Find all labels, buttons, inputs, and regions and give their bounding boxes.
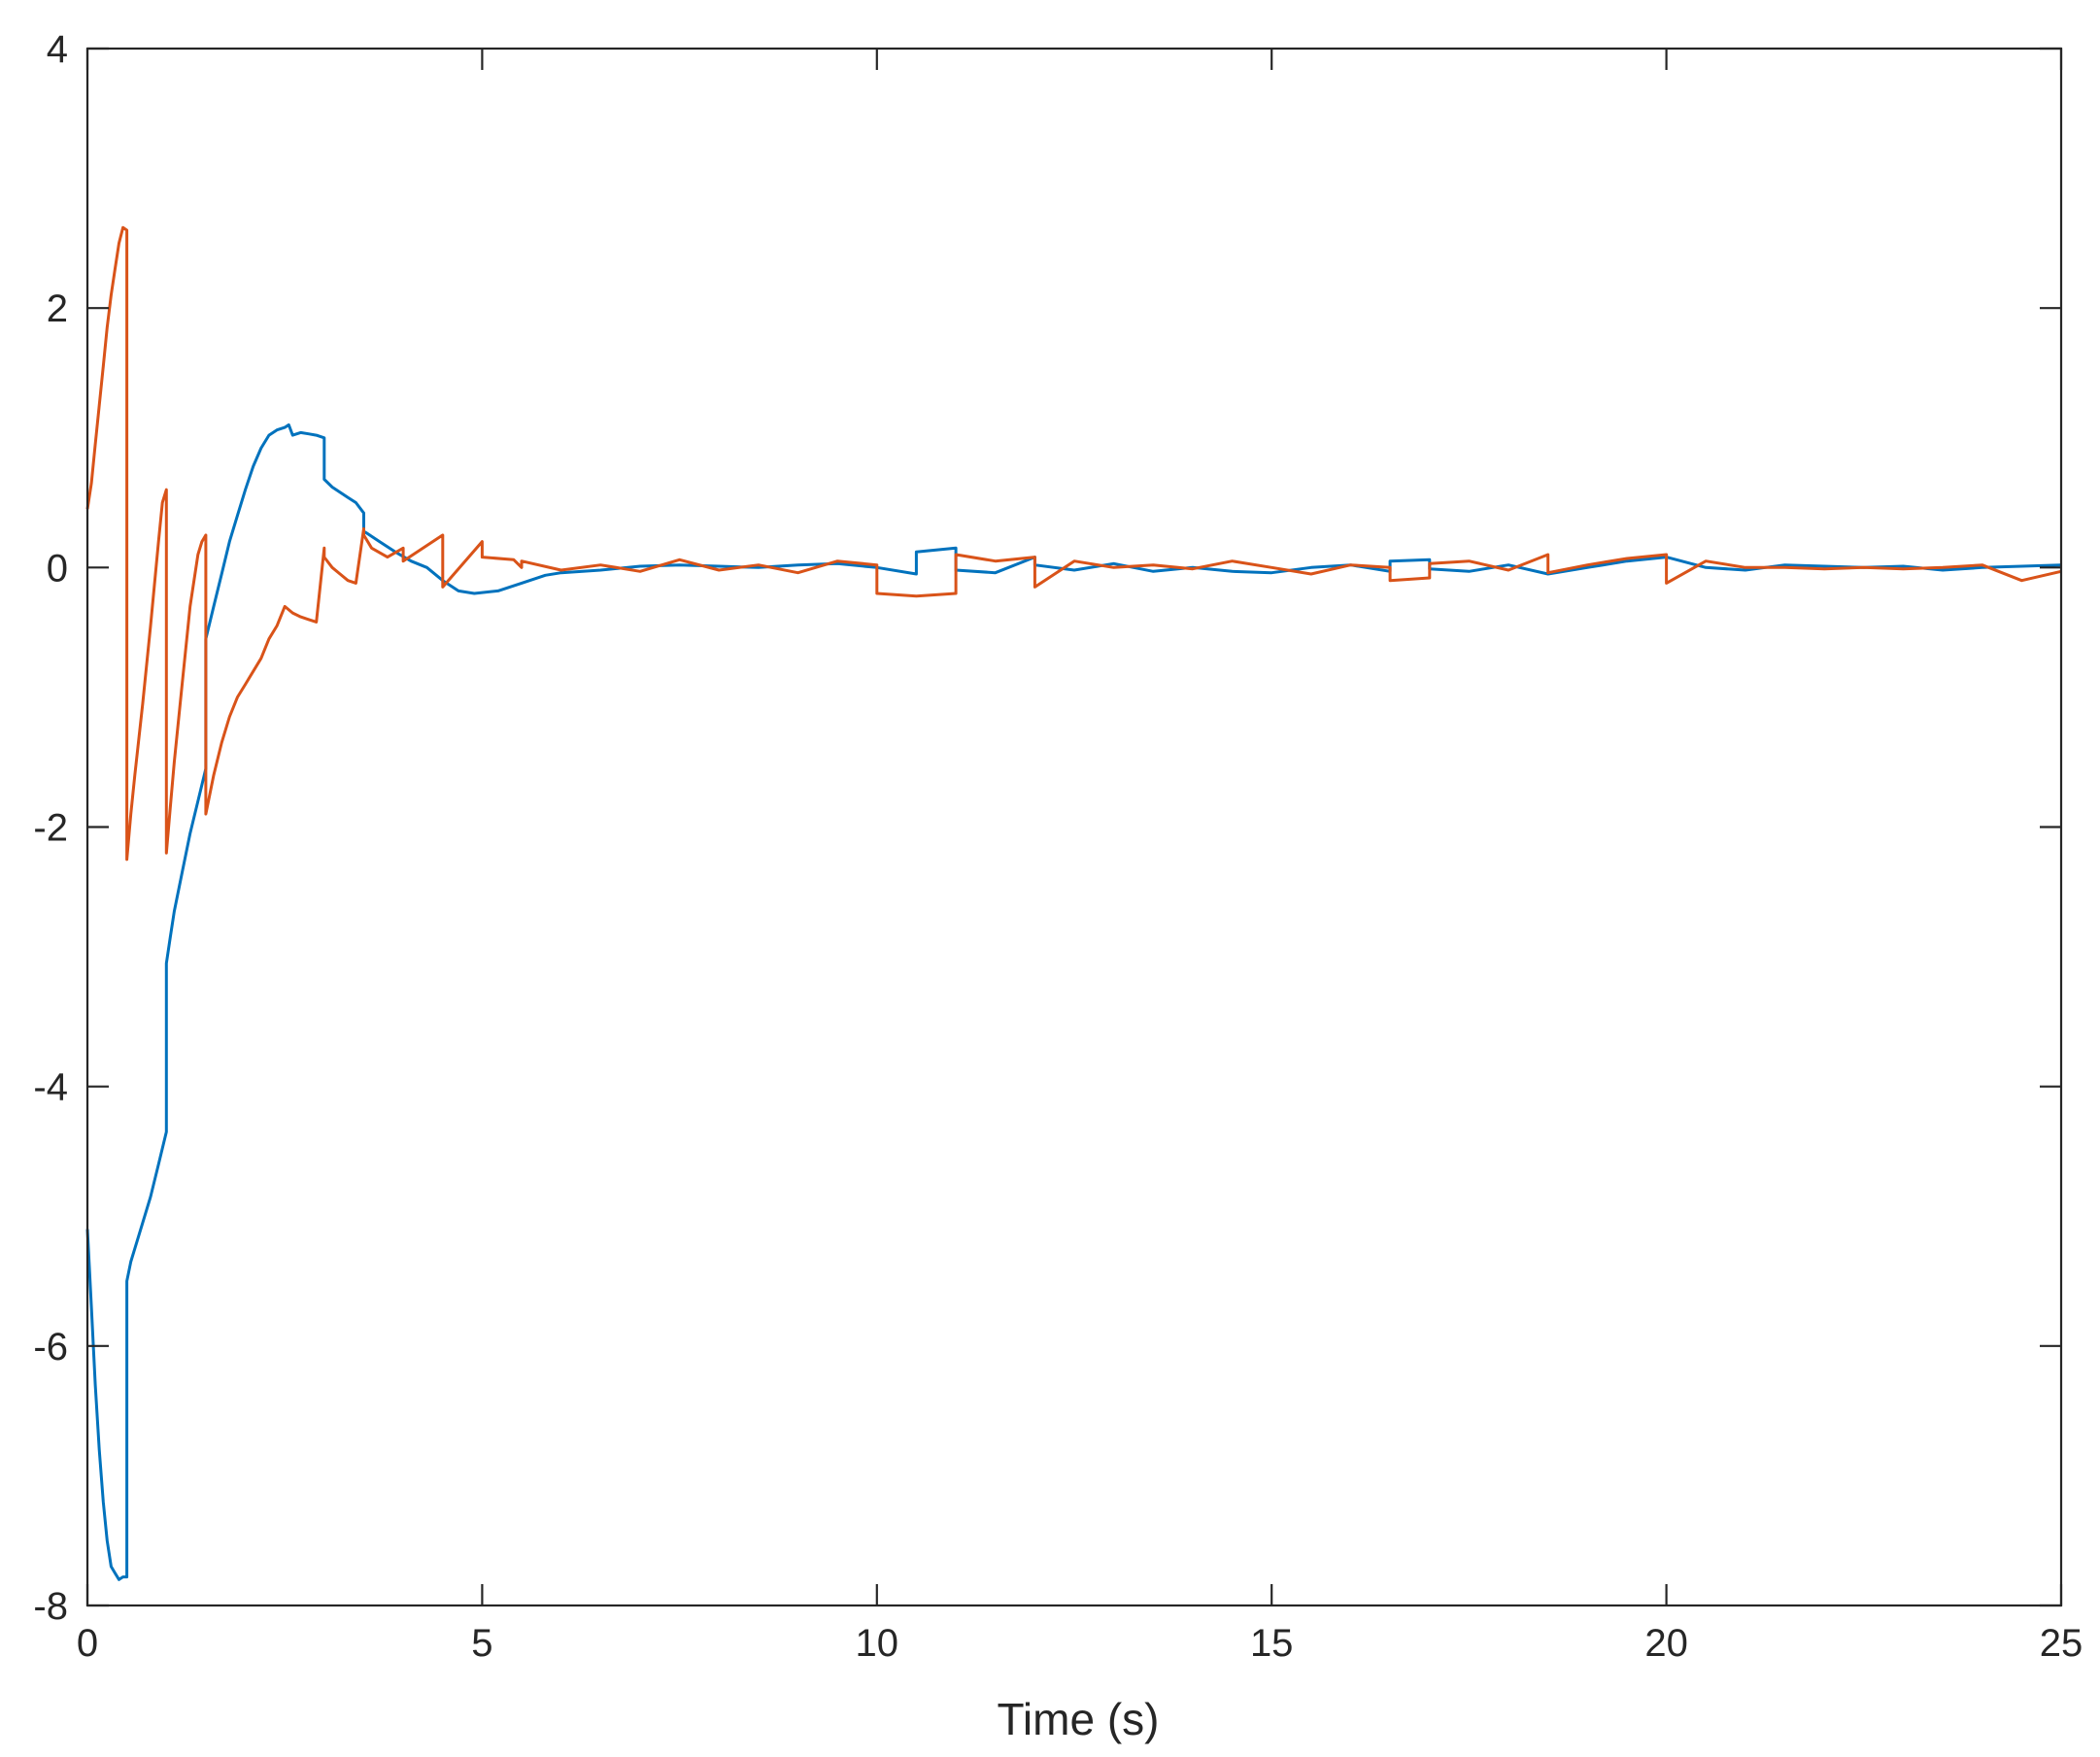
y-tick-label: 4	[47, 28, 68, 71]
x-tick-label: 20	[1644, 1622, 1688, 1665]
x-tick-label: 5	[471, 1622, 492, 1665]
x-tick-label: 10	[856, 1622, 899, 1665]
series-1-line	[85, 422, 2062, 1581]
labels-layer: 0 5 10 15 20 25 -8 -6 -4 -2 0 2 4	[33, 28, 2083, 1665]
y-tick-label: 0	[47, 547, 68, 590]
x-axis-label: Time (s)	[998, 1694, 1160, 1744]
series-2-line	[85, 225, 2062, 862]
series-layer	[85, 225, 2062, 1581]
x-tick-label: 0	[77, 1622, 98, 1665]
y-tick-label: -2	[33, 807, 68, 850]
x-tick-label: 25	[2040, 1622, 2083, 1665]
axes-layer	[85, 47, 2063, 1607]
y-tick-label: -6	[33, 1326, 68, 1368]
y-tick-label: 2	[47, 287, 68, 330]
y-tick-label: -4	[33, 1066, 68, 1109]
plot-frame	[85, 47, 2063, 1607]
y-tick-label: -8	[33, 1585, 68, 1628]
x-tick-label: 15	[1250, 1622, 1294, 1665]
